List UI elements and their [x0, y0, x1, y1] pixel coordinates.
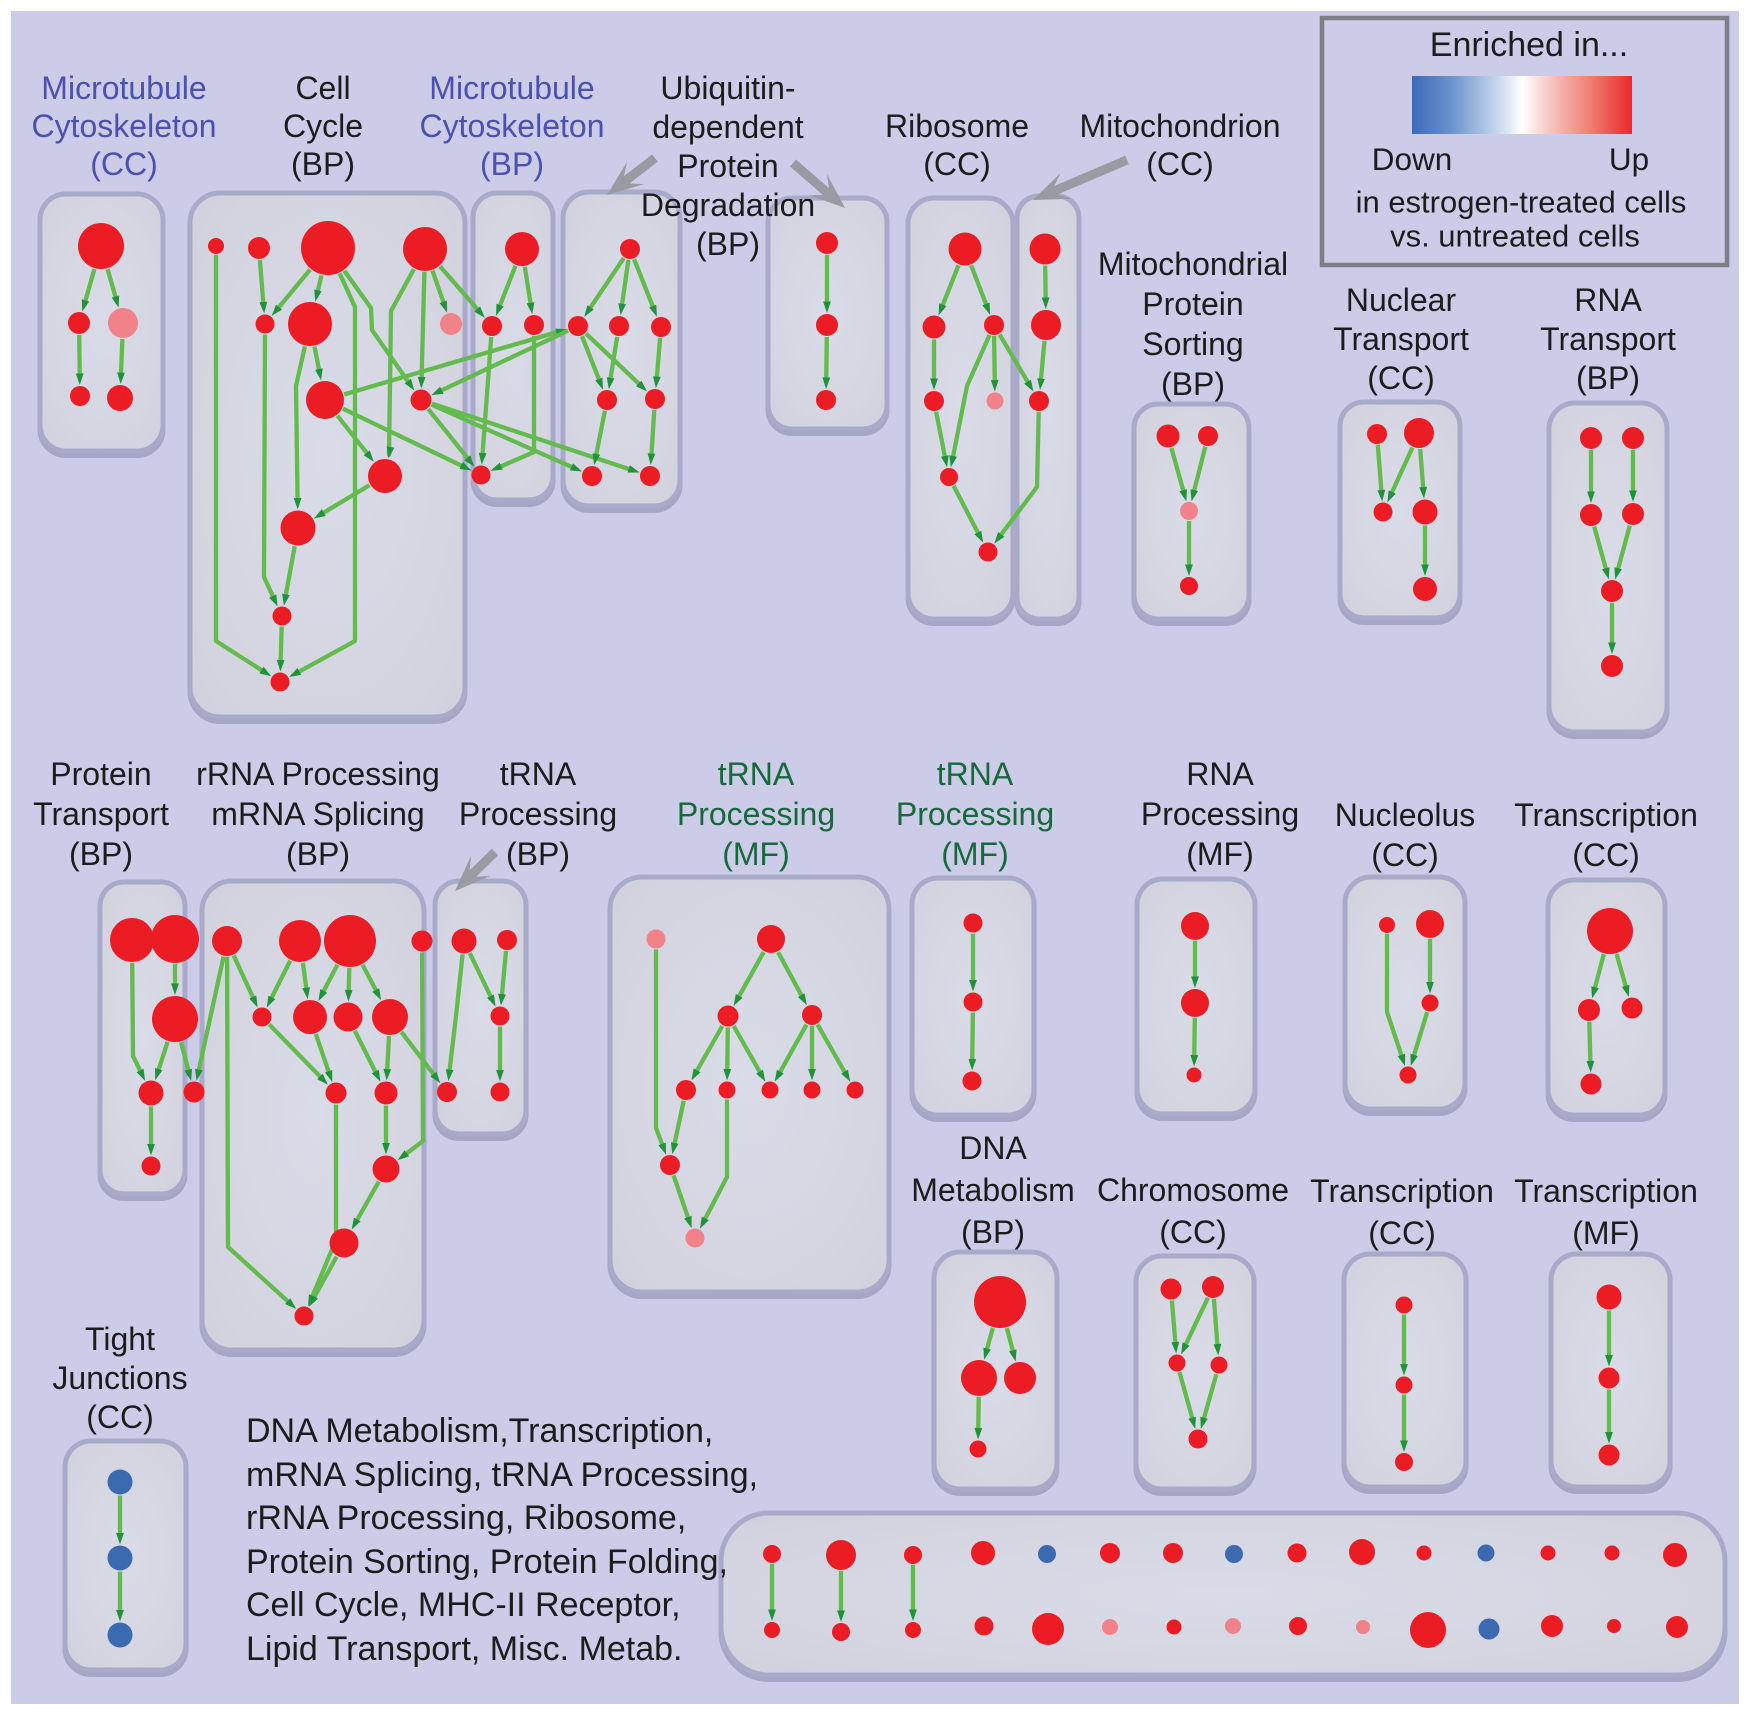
svg-text:Transport: Transport [33, 796, 169, 832]
svg-text:rRNA Processing, Ribosome,: rRNA Processing, Ribosome, [246, 1499, 686, 1537]
svg-text:(CC): (CC) [86, 1399, 154, 1435]
svg-text:(CC): (CC) [1367, 360, 1435, 396]
svg-text:(CC): (CC) [1146, 146, 1214, 182]
svg-text:(MF): (MF) [722, 836, 790, 872]
svg-text:(BP): (BP) [1161, 366, 1225, 402]
svg-text:Down: Down [1372, 141, 1453, 177]
svg-text:Ubiquitin-: Ubiquitin- [660, 70, 795, 106]
svg-text:Transcription: Transcription [1514, 1173, 1698, 1209]
svg-text:Processing: Processing [896, 796, 1054, 832]
svg-text:Cell Cycle, MHC-II Receptor,: Cell Cycle, MHC-II Receptor, [246, 1586, 681, 1624]
svg-text:(CC): (CC) [1159, 1214, 1227, 1250]
svg-text:Ribosome: Ribosome [885, 108, 1029, 144]
svg-text:Mitochondrion: Mitochondrion [1080, 108, 1281, 144]
svg-text:vs. untreated cells: vs. untreated cells [1390, 219, 1640, 254]
svg-text:Processing: Processing [459, 796, 617, 832]
svg-text:Processing: Processing [677, 796, 835, 832]
svg-text:(BP): (BP) [286, 836, 350, 872]
svg-text:tRNA: tRNA [500, 756, 577, 792]
svg-text:Degradation: Degradation [641, 187, 815, 223]
svg-text:rRNA Processing: rRNA Processing [196, 756, 440, 792]
svg-text:(BP): (BP) [69, 836, 133, 872]
svg-text:(BP): (BP) [696, 226, 760, 262]
svg-text:RNA: RNA [1574, 282, 1642, 318]
svg-text:in estrogen-treated cells: in estrogen-treated cells [1356, 185, 1687, 220]
svg-text:mRNA Splicing, tRNA Processing: mRNA Splicing, tRNA Processing, [246, 1456, 758, 1494]
svg-text:(CC): (CC) [1572, 837, 1640, 873]
svg-text:DNA Metabolism,Transcription,: DNA Metabolism,Transcription, [246, 1412, 713, 1450]
svg-text:Protein: Protein [50, 756, 151, 792]
svg-text:Cytoskeleton: Cytoskeleton [420, 108, 605, 144]
svg-text:mRNA Splicing: mRNA Splicing [211, 796, 424, 832]
svg-text:dependent: dependent [652, 109, 803, 145]
svg-text:DNA: DNA [959, 1130, 1027, 1166]
svg-text:Enriched in...: Enriched in... [1430, 26, 1628, 64]
svg-text:Microtubule: Microtubule [429, 70, 594, 106]
svg-text:(CC): (CC) [1368, 1215, 1436, 1251]
svg-text:Nucleolus: Nucleolus [1335, 797, 1476, 833]
svg-text:Cytoskeleton: Cytoskeleton [32, 108, 217, 144]
svg-text:(BP): (BP) [506, 836, 570, 872]
svg-text:Protein: Protein [1142, 286, 1243, 322]
svg-text:(CC): (CC) [1371, 837, 1439, 873]
svg-text:Protein: Protein [677, 148, 778, 184]
svg-text:tRNA: tRNA [718, 756, 795, 792]
svg-text:Cell: Cell [295, 70, 350, 106]
svg-text:Protein Sorting, Protein Foldi: Protein Sorting, Protein Folding, [246, 1543, 728, 1581]
svg-text:Tight: Tight [85, 1321, 155, 1357]
svg-text:(MF): (MF) [1572, 1215, 1640, 1251]
svg-text:Processing: Processing [1141, 796, 1299, 832]
svg-text:(MF): (MF) [941, 836, 1009, 872]
svg-text:Transcription: Transcription [1514, 797, 1698, 833]
svg-text:tRNA: tRNA [937, 756, 1014, 792]
svg-text:(CC): (CC) [90, 146, 158, 182]
svg-text:(MF): (MF) [1186, 836, 1254, 872]
svg-text:Up: Up [1609, 141, 1649, 177]
svg-text:Junctions: Junctions [52, 1360, 187, 1396]
svg-text:Metabolism: Metabolism [911, 1172, 1075, 1208]
svg-text:(BP): (BP) [480, 146, 544, 182]
svg-text:(BP): (BP) [1576, 360, 1640, 396]
svg-text:Lipid Transport, Misc. Metab.: Lipid Transport, Misc. Metab. [246, 1630, 683, 1668]
svg-text:Nuclear: Nuclear [1346, 282, 1457, 318]
svg-text:Sorting: Sorting [1142, 326, 1243, 362]
svg-text:Mitochondrial: Mitochondrial [1098, 246, 1288, 282]
svg-text:Microtubule: Microtubule [41, 70, 206, 106]
svg-text:Chromosome: Chromosome [1097, 1172, 1289, 1208]
svg-text:(CC): (CC) [923, 146, 991, 182]
svg-text:(BP): (BP) [291, 146, 355, 182]
svg-text:Transcription: Transcription [1310, 1173, 1494, 1209]
svg-text:(BP): (BP) [961, 1214, 1025, 1250]
svg-text:RNA: RNA [1186, 756, 1254, 792]
svg-text:Transport: Transport [1333, 321, 1469, 357]
svg-text:Cycle: Cycle [283, 108, 363, 144]
svg-text:Transport: Transport [1540, 321, 1676, 357]
